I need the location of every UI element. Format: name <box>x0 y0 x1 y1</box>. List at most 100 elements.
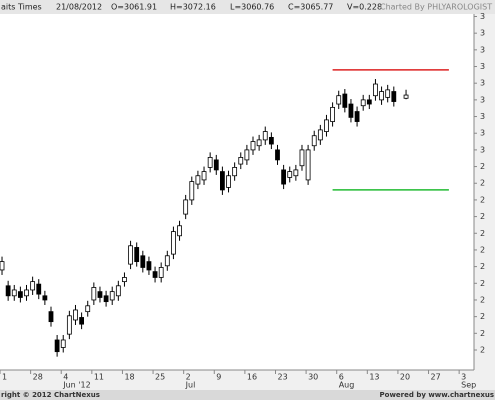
y-tick-label: 3 <box>480 129 485 138</box>
month-label: Jun '12 <box>62 381 90 390</box>
y-tick-label: 3 <box>480 12 485 21</box>
candle-body <box>262 131 268 141</box>
x-tick-label: 28 <box>33 373 43 382</box>
candle-body <box>91 287 97 301</box>
candle-body <box>342 93 348 108</box>
candle-body <box>11 289 17 297</box>
candle-body <box>379 91 384 101</box>
y-tick-label: 3 <box>480 79 485 88</box>
y-tick-label: 2 <box>480 162 485 171</box>
x-tick-label: 3 <box>461 373 466 382</box>
x-tick-label: 16 <box>247 373 257 382</box>
candle-body <box>232 167 238 177</box>
x-tick-label: 20 <box>400 373 410 382</box>
x-axis-strip <box>0 370 495 390</box>
header-name: aits Times <box>1 3 42 12</box>
candle-body <box>287 171 293 178</box>
candle-body <box>171 231 176 255</box>
y-tick-label: 2 <box>480 295 485 304</box>
y-axis-strip <box>474 14 495 370</box>
y-tick-label: 2 <box>480 312 485 321</box>
header-credit: Charted By PHLYAROLOGIST <box>380 3 492 12</box>
candle-body <box>195 175 201 185</box>
candle-body <box>348 103 354 118</box>
candle-body <box>256 139 262 147</box>
y-tick-label: 3 <box>480 62 485 71</box>
x-tick-label: 4 <box>63 373 68 382</box>
candle-body <box>30 281 36 291</box>
month-label: Aug <box>339 381 355 390</box>
y-tick-label: 2 <box>480 329 485 338</box>
candle-body <box>360 99 366 107</box>
header-open: O=3061.91 <box>111 3 157 12</box>
candle-body <box>324 119 329 132</box>
header-close: C=3065.77 <box>288 3 333 12</box>
x-tick-label: 9 <box>216 373 221 382</box>
header-date: 21/08/2012 <box>56 3 102 12</box>
candle-body <box>354 111 360 122</box>
candle-body <box>109 291 115 301</box>
candle-body <box>226 175 231 188</box>
y-tick-label: 2 <box>480 345 485 354</box>
header-high: H=3072.16 <box>170 3 216 12</box>
candle-body <box>366 99 372 105</box>
header-volume: V=0.228 <box>347 3 382 12</box>
candle-body <box>281 169 287 185</box>
y-tick-label: 2 <box>480 262 485 271</box>
candle-body <box>373 83 378 97</box>
candle-body <box>0 261 5 271</box>
candle-body <box>85 305 91 313</box>
candle-body <box>134 247 140 263</box>
candle-body <box>103 295 109 303</box>
candle-body <box>42 295 48 301</box>
candle-body <box>97 291 103 298</box>
y-tick-label: 2 <box>480 279 485 288</box>
y-tick-label: 3 <box>480 29 485 38</box>
candle-body <box>54 339 60 353</box>
y-tick-label: 3 <box>480 45 485 54</box>
candle-body <box>299 149 305 167</box>
candle-body <box>189 181 195 201</box>
candle-body <box>115 285 121 297</box>
candle-body <box>79 317 85 325</box>
candle-body <box>250 141 256 151</box>
footer-left: right © 2012 ChartNexus <box>1 391 100 399</box>
header-bar <box>0 0 495 14</box>
x-tick-label: 1 <box>2 373 7 382</box>
candle-body <box>330 106 335 122</box>
candle-body <box>36 283 42 295</box>
y-tick-label: 3 <box>480 112 485 121</box>
candle-body <box>201 171 207 181</box>
header-low: L=3060.76 <box>230 3 274 12</box>
x-tick-label: 25 <box>155 373 165 382</box>
candle-body <box>293 169 299 177</box>
x-tick-label: 13 <box>369 373 379 382</box>
y-tick-label: 2 <box>480 245 485 254</box>
y-tick-label: 3 <box>480 95 485 104</box>
candle-body <box>305 149 311 181</box>
footer-right: Powered by www.chartnexus <box>380 391 494 399</box>
x-tick-label: 27 <box>431 373 441 382</box>
candle-body <box>275 149 280 161</box>
month-label: Sep <box>461 381 476 390</box>
candle-body <box>73 309 78 321</box>
x-tick-label: 18 <box>124 373 134 382</box>
candle-body <box>122 277 127 283</box>
x-tick-label: 11 <box>94 373 104 382</box>
x-tick-label: 30 <box>308 373 318 382</box>
x-tick-label: 23 <box>277 373 287 382</box>
candle-body <box>336 95 342 105</box>
candle-body <box>158 267 164 278</box>
y-tick-label: 2 <box>480 229 485 238</box>
y-tick-label: 2 <box>480 195 485 204</box>
candle-body <box>207 157 213 168</box>
y-tick-label: 2 <box>480 212 485 221</box>
x-tick-label: 6 <box>339 373 344 382</box>
candle-body <box>17 291 23 298</box>
candle-body <box>177 225 182 237</box>
x-tick-label: 2 <box>186 373 191 382</box>
candle-body <box>391 91 397 102</box>
y-tick-label: 2 <box>480 179 485 188</box>
